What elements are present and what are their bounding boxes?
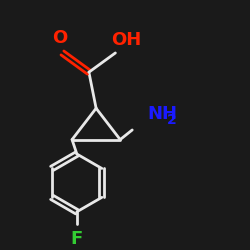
Text: 2: 2	[167, 113, 177, 127]
Text: OH: OH	[111, 31, 141, 49]
Text: O: O	[52, 29, 68, 47]
Text: F: F	[71, 230, 83, 248]
Text: NH: NH	[148, 105, 178, 123]
